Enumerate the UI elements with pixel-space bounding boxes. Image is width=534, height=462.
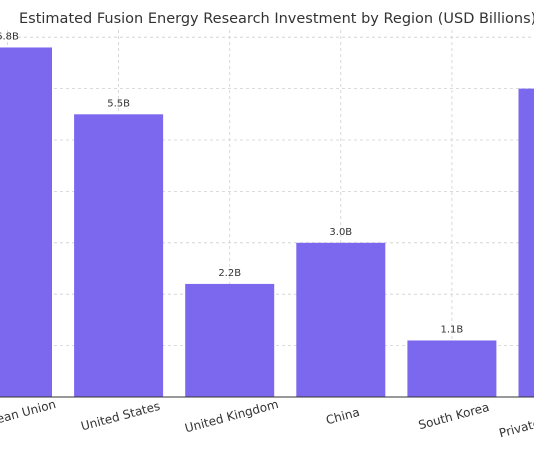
x-tick-label: Private Sector (Global) — [498, 392, 534, 441]
bar — [74, 114, 164, 398]
bar-value-label: 6.8B — [0, 31, 19, 42]
bar — [518, 88, 534, 397]
bars — [0, 47, 534, 398]
x-tick-label: European Union — [0, 397, 57, 435]
bar — [0, 47, 52, 397]
chart-title: Estimated Fusion Energy Research Investm… — [19, 11, 534, 27]
grid — [0, 30, 534, 397]
bar-value-label: 5.5B — [107, 98, 130, 109]
x-tick-labels: European Union United States United Kingdo… — [0, 392, 534, 441]
bar — [185, 283, 275, 397]
x-tick-label: China — [324, 405, 361, 427]
x-tick-label: South Korea — [417, 400, 491, 432]
data-labels: 6.8B 5.5B 2.2B 3.0B 1.1B — [0, 31, 463, 335]
x-tick-label: United Kingdom — [183, 397, 280, 435]
bar-value-label: 3.0B — [329, 227, 352, 238]
bar — [296, 242, 386, 397]
bar — [407, 340, 497, 397]
x-tick-label: United States — [79, 399, 161, 434]
bar-value-label: 1.1B — [441, 324, 464, 335]
bar-value-label: 2.2B — [218, 268, 241, 279]
